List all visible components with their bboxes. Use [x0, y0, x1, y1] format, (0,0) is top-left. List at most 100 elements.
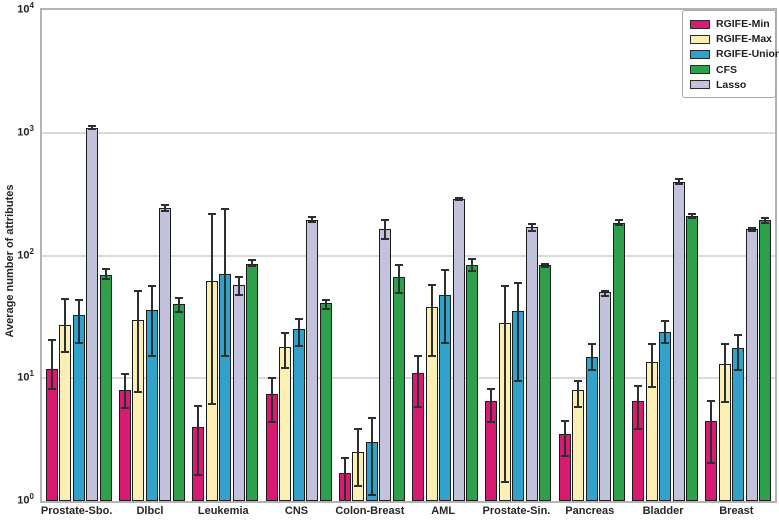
- legend-item-lasso: Lasso: [690, 79, 769, 91]
- bar-rgife-union-pancreas: [585, 356, 598, 501]
- error-cap: [101, 278, 110, 281]
- error-cap: [441, 269, 450, 272]
- bar-cfs-breast: [759, 219, 772, 501]
- error-bar-lasso-pancreas: [604, 290, 607, 297]
- error-cap: [47, 338, 56, 341]
- error-bar-rgife-union-prostate-sin: [517, 281, 520, 383]
- error-cap: [647, 342, 656, 345]
- bar-rgife-max-cns: [279, 346, 292, 501]
- error-cap: [747, 230, 756, 233]
- error-bar-lasso-prostate-sin: [530, 222, 533, 233]
- bar-cfs-dlbcl: [172, 304, 185, 501]
- error-cap: [267, 377, 276, 380]
- bar-lasso-leukemia: [232, 285, 245, 501]
- error-cap: [147, 354, 156, 357]
- error-cap: [688, 212, 697, 215]
- error-bar-cfs-aml: [471, 257, 474, 273]
- error-cap: [281, 331, 290, 334]
- error-bar-cfs-pancreas: [617, 218, 620, 226]
- error-cap: [487, 421, 496, 424]
- legend-item-rgife-min: RGIFE-Min: [690, 18, 770, 30]
- x-tick-label-prostate-sin: Prostate-Sin.: [482, 505, 551, 517]
- error-cap: [634, 385, 643, 388]
- error-cap: [441, 342, 450, 345]
- error-cap: [221, 354, 230, 357]
- error-cap: [207, 403, 216, 406]
- error-cap: [321, 307, 330, 310]
- bar-lasso-dlbcl: [159, 207, 172, 501]
- error-bar-rgife-max-prostate-sin: [503, 285, 506, 484]
- error-bar-rgife-max-breast: [723, 342, 726, 403]
- bar-rgife-union-breast: [732, 348, 745, 501]
- error-cap: [234, 293, 243, 296]
- error-bar-cfs-breast: [764, 216, 767, 224]
- bar-lasso-pancreas: [599, 292, 612, 501]
- error-cap: [500, 481, 509, 484]
- error-cap: [468, 257, 477, 260]
- bar-rgife-union-bladder: [659, 331, 672, 501]
- error-bar-rgife-union-aml: [444, 269, 447, 345]
- error-cap: [294, 317, 303, 320]
- error-bar-rgife-min-dlbcl: [123, 373, 126, 410]
- error-cap: [354, 485, 363, 487]
- bar-lasso-colon-breast: [379, 228, 392, 501]
- error-bar-lasso-dlbcl: [164, 204, 167, 213]
- bar-lasso-aml: [452, 198, 465, 501]
- error-bar-rgife-max-colon-breast: [357, 428, 360, 487]
- error-cap: [601, 294, 610, 297]
- error-cap: [487, 387, 496, 390]
- error-cap: [88, 124, 97, 127]
- legend-label: CFS: [716, 63, 737, 76]
- legend-item-cfs: CFS: [690, 64, 769, 76]
- error-cap: [248, 265, 257, 268]
- error-cap: [527, 230, 536, 233]
- bar-cfs-prostate-sin: [539, 265, 552, 501]
- y-tick-label: 103: [17, 123, 34, 139]
- legend: RGIFE-Min RGIFE-Max RGIFE-Union CFS Lasso: [682, 10, 779, 98]
- error-bar-rgife-union-dlbcl: [150, 285, 153, 357]
- error-bar-rgife-union-colon-breast: [370, 417, 373, 496]
- bar-cfs-aml: [466, 264, 479, 501]
- legend-label: RGIFE-Union: [716, 48, 779, 61]
- error-cap: [414, 406, 423, 409]
- error-bar-rgife-min-cns: [270, 377, 273, 424]
- error-cap: [560, 419, 569, 422]
- bar-lasso-cns: [306, 219, 319, 501]
- y-tick-label: 100: [17, 492, 34, 507]
- error-bar-rgife-max-cns: [284, 331, 287, 369]
- error-cap: [661, 319, 670, 322]
- error-cap: [321, 298, 330, 301]
- error-cap: [308, 220, 317, 223]
- error-cap: [761, 216, 770, 219]
- legend-item-rgife-max: RGIFE-Max: [690, 33, 772, 45]
- error-cap: [174, 311, 183, 313]
- gridline-10e1: [42, 377, 775, 380]
- error-cap: [734, 333, 743, 336]
- error-cap: [294, 344, 303, 347]
- error-cap: [614, 218, 623, 221]
- error-cap: [761, 221, 770, 224]
- error-bar-rgife-union-breast: [737, 333, 740, 371]
- x-tick-label-aml: AML: [431, 505, 456, 517]
- error-cap: [394, 291, 403, 294]
- error-cap: [47, 388, 56, 391]
- x-tick-label-prostate-sbo: Prostate-Sbo.: [40, 505, 113, 517]
- error-cap: [381, 238, 390, 241]
- error-bar-cfs-cns: [324, 298, 327, 310]
- error-cap: [134, 290, 143, 293]
- error-cap: [340, 456, 349, 459]
- y-tick-label: 102: [17, 246, 34, 262]
- error-bar-cfs-dlbcl: [177, 296, 180, 313]
- legend-swatch-rgife-union: [690, 49, 710, 59]
- error-bar-rgife-union-prostate-sbo: [77, 299, 80, 345]
- error-cap: [468, 270, 477, 273]
- error-cap: [308, 215, 317, 218]
- error-cap: [747, 226, 756, 229]
- error-bar-rgife-max-aml: [430, 283, 433, 357]
- error-cap: [688, 217, 697, 220]
- error-cap: [587, 368, 596, 371]
- error-bar-cfs-prostate-sbo: [104, 268, 107, 281]
- error-cap: [120, 407, 129, 410]
- gridline-10e3: [42, 131, 775, 134]
